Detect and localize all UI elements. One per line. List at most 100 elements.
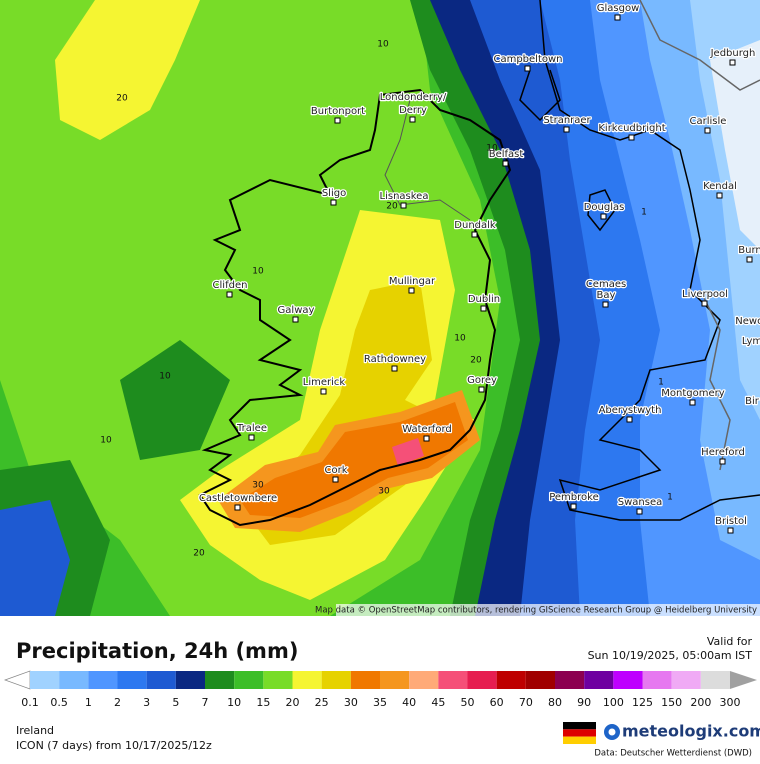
place-label: Tralee [236,423,267,434]
place-label: Liverpool [682,289,728,300]
places: Glasgow Campbeltown Jedburgh Stranraer Kirkc… [198,2,760,534]
legend-label: 25 [315,696,329,709]
legend-label: 125 [632,696,653,709]
place-marker [746,256,753,263]
place-label: Hereford [701,447,745,458]
contour-label: 30 [252,481,264,491]
legend-label: 100 [603,696,624,709]
place-marker [248,434,255,441]
legend-label: 60 [490,696,504,709]
legend-cell [30,671,60,689]
flag-stripe [563,736,596,744]
legend-cell [234,671,264,689]
border [699,289,731,471]
place-label: Dublin [468,294,500,305]
place-label: Glasgow [597,3,640,14]
legend-label: 40 [402,696,416,709]
place-label: Bristol [715,516,747,527]
legend-label: 10 [227,696,241,709]
legend-cell [671,671,701,689]
brand[interactable]: meteologix.com [622,722,760,741]
place-marker [471,231,478,238]
precip-area [392,438,424,466]
place-label: Kendal [703,181,737,192]
flag-stripe [563,729,596,737]
legend-cell [496,671,526,689]
place-marker [332,476,339,483]
legend-cell [467,671,497,689]
legend-label: 50 [461,696,475,709]
place-label: Londonderry/ [380,92,447,103]
legend-label: 35 [373,696,387,709]
place-marker [563,126,570,133]
legend-label: 70 [519,696,533,709]
place-marker [570,503,577,510]
place-marker [716,192,723,199]
place-label: Lym [742,336,760,347]
legend-label: 3 [143,696,150,709]
place-label: Limerick [303,377,346,388]
place-label: Derry [399,105,427,116]
place-marker [423,435,430,442]
contour-label: 1 [667,493,673,503]
legend-cell [88,671,118,689]
legend-cell [555,671,585,689]
legend-over [730,671,757,689]
legend-label: 7 [202,696,209,709]
precip-area [120,340,230,460]
place-label: Clifden [213,280,248,291]
flag-stripe [563,722,596,730]
place-label: Kirkcudbright [598,123,665,134]
legend-cell [525,671,555,689]
place-label: Rathdowney [364,354,426,365]
place-marker [292,316,299,323]
place-label: Burtonport [311,106,365,117]
valid-label: Valid for [707,635,753,648]
place-marker [719,458,726,465]
place-marker [408,287,415,294]
coastline [587,189,616,232]
legend-label: 15 [256,696,270,709]
place-label: Sligo [322,188,346,199]
legend-label: 300 [720,696,741,709]
legend-label: 80 [548,696,562,709]
legend-label: 0.5 [50,696,68,709]
coastline [519,69,561,122]
place-label: Cemaes [586,279,626,290]
place-marker [334,117,341,124]
place-marker [729,59,736,66]
legend-label: 1 [85,696,92,709]
place-marker [704,127,711,134]
place-label: Jedburgh [710,48,756,59]
place-marker [226,291,233,298]
legend-cell [350,671,380,689]
place-marker [391,365,398,372]
legend: 0.1 0.5 1 2 3 5 7 10 15 20 25 30 35 40 45 50 60 70 80 90 100… [3,670,757,709]
place-label: Cork [324,465,347,476]
contour-label: 20 [116,94,128,104]
place-label: Burn [738,245,760,256]
legend-cell [642,671,672,689]
contour-label: 10 [252,267,264,277]
legend-label: 2 [114,696,121,709]
flag [563,722,596,744]
contour-label: 20 [470,356,482,366]
legend-cell [584,671,614,689]
contour-label: 20 [193,549,205,559]
contour-label: 10 [377,40,389,50]
legend-cell [321,671,351,689]
legend-label: 150 [661,696,682,709]
legend-cell [59,671,89,689]
border [639,0,760,91]
place-marker [727,527,734,534]
place-label: Swansea [618,497,662,508]
place-label: Stranraer [543,115,591,126]
place-label: Aberystwyth [599,405,662,416]
place-marker [636,508,643,515]
legend-cell [409,671,439,689]
place-marker [602,301,609,308]
legend-label: 45 [431,696,445,709]
precip-area [710,40,760,250]
place-marker [234,504,241,511]
